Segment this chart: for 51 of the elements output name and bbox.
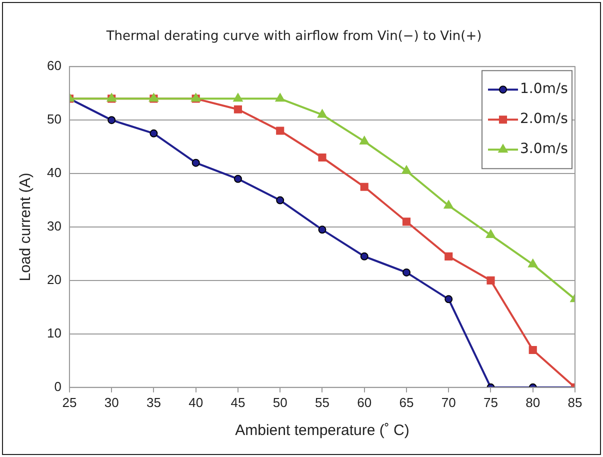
point — [444, 252, 453, 260]
x-tick-label: 80 — [526, 394, 540, 410]
point — [444, 200, 454, 209]
point — [275, 93, 285, 102]
legend-label: 2.0m/s — [520, 111, 568, 128]
x-tick-label: 30 — [104, 394, 119, 410]
point — [276, 196, 284, 204]
point — [234, 174, 242, 183]
point — [234, 105, 242, 114]
legend-label: 3.0m/s — [520, 141, 568, 158]
x-tick-label: 35 — [146, 394, 161, 410]
y-tick-label: 10 — [46, 326, 62, 341]
point — [360, 136, 370, 144]
x-tick-label: 50 — [272, 394, 288, 410]
x-tick-label: 25 — [62, 394, 77, 410]
y-tick-label: 20 — [46, 272, 62, 288]
x-tick-label: 75 — [484, 394, 498, 410]
point — [317, 109, 328, 118]
y-tick-label: 60 — [46, 58, 62, 74]
point — [402, 165, 412, 174]
y-tick-label: 50 — [46, 112, 62, 127]
chart-title: Thermal derating curve with airflow from Vin(−) to Vin(+) — [105, 29, 482, 44]
point — [360, 252, 368, 260]
y-axis-title: Load current (A) — [17, 172, 34, 282]
point — [486, 276, 495, 284]
x-tick-label: 85 — [568, 394, 582, 410]
legend-label: 1.0m/s — [520, 81, 568, 98]
point — [276, 126, 284, 135]
point — [444, 295, 453, 304]
x-tick-label: 65 — [399, 394, 414, 410]
x-tick-label: 70 — [441, 394, 456, 410]
x-tick-label: 40 — [188, 394, 204, 410]
point — [233, 93, 243, 102]
point — [360, 182, 368, 191]
point — [192, 158, 200, 167]
point — [318, 226, 326, 234]
x-tick-label: 60 — [357, 394, 372, 410]
point — [108, 116, 116, 124]
point — [486, 230, 496, 238]
point — [528, 258, 538, 268]
point — [528, 346, 537, 354]
y-tick-label: 0 — [54, 378, 62, 394]
y-tick-label: 30 — [46, 218, 62, 234]
point — [150, 129, 158, 138]
x-axis-title: Ambient temperature (˚ C) — [235, 422, 410, 440]
point — [402, 268, 410, 276]
point — [402, 218, 411, 226]
point — [318, 153, 326, 162]
x-tick-label: 45 — [230, 394, 246, 410]
x-tick-label: 55 — [314, 394, 330, 410]
y-tick-label: 40 — [46, 165, 62, 180]
